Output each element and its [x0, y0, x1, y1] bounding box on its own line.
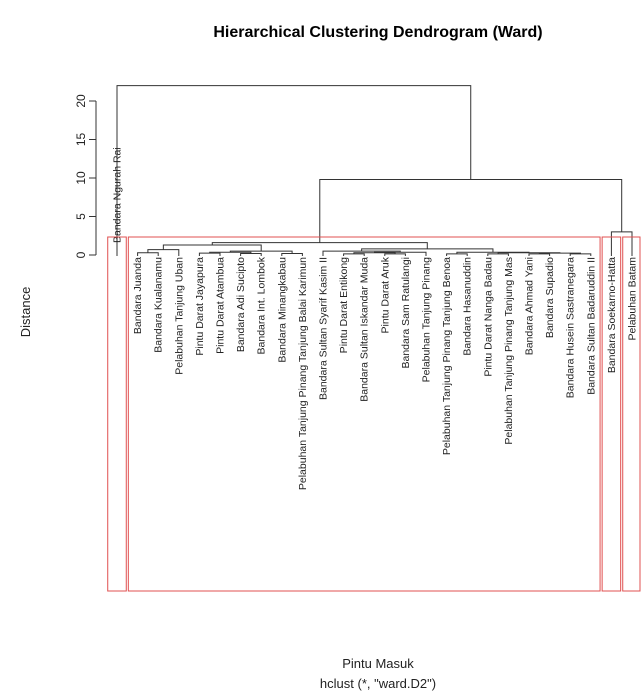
y-tick-label: 15 [74, 133, 88, 147]
y-axis: 0 5 10 15 20 [74, 94, 97, 258]
leaf-label: Pelabuhan Tanjung Pinang Tanjung Balai K… [297, 257, 309, 490]
dendrogram-link [361, 248, 494, 253]
dendrogram-link [569, 253, 592, 256]
leaf-label: Bandara Soekarno-Hatta [606, 257, 618, 373]
leaf-label: Bandara Husein Sastranegara [565, 257, 577, 398]
leaf-label: Bandara Sam Ratulangi [400, 257, 412, 369]
leaf-label: Pintu Darat Entikong [338, 257, 350, 353]
x-axis-label: Pintu Masuk [342, 656, 414, 671]
dendrogram-link [384, 253, 406, 256]
leaf-label: Bandara Sultan Iskandar Muda [359, 257, 371, 402]
y-tick-label: 0 [74, 251, 88, 258]
leaf-label: Pintu Darat Aruk [379, 256, 391, 333]
leaf-labels: Bandara Ngurah Rai Bandara Juanda Bandara … [112, 147, 639, 490]
leaf-label: Pintu Darat Jayapura [194, 257, 206, 356]
cluster-rect [107, 236, 127, 592]
dendrogram-link [610, 231, 633, 256]
leaf-label: Pelabuhan Tanjung Pinang [421, 257, 433, 382]
leaf-label: Pintu Darat Nanga Badau [482, 257, 494, 377]
dendrogram-link [240, 252, 262, 256]
leaf-label: Bandara Juanda [132, 257, 144, 334]
y-tick-label: 20 [74, 94, 88, 108]
dendrogram-link [137, 252, 159, 256]
leaf-label: Bandara Kualanamu [153, 257, 165, 353]
leaf-label: Bandara Int. Lombok [256, 256, 268, 354]
leaf-label: Bandara Sultan Badaruddin II [585, 257, 597, 395]
leaf-label: Bandara Sultan Syarif Kasim II [318, 257, 330, 400]
leaf-label: Bandara Supadio [544, 257, 556, 338]
leaf-label: Bandara Ngurah Rai [112, 147, 124, 243]
dendrogram-link [211, 242, 428, 249]
dendrogram-link [487, 253, 509, 256]
y-axis-label: Distance [18, 287, 33, 338]
leaf-label: Pelabuhan Tanjung Uban [173, 257, 185, 375]
leaf-label: Pelabuhan Tanjung Pinang Tanjung Benoa [441, 257, 453, 455]
dendrogram-link [446, 253, 468, 256]
cluster-rect [622, 236, 641, 592]
dendrogram-link [162, 244, 262, 252]
y-tick-label: 10 [74, 171, 88, 185]
leaf-label: Bandara Ahmad Yani [524, 257, 536, 355]
cluster-rect [127, 236, 601, 592]
dendrogram-link [198, 252, 221, 256]
leaf-label: Bandara Minangkabau [276, 257, 288, 363]
leaf-label: Pelabuhan Batam [627, 257, 639, 341]
leaf-label: Bandara Adi Sucipto [235, 257, 247, 352]
dendrogram-link [116, 85, 472, 256]
hclust-sublabel: hclust (*, "ward.D2") [320, 676, 436, 691]
dendrogram-link [281, 252, 303, 256]
leaf-label: Pintu Darat Atambua [215, 257, 227, 354]
cluster-rectangles [107, 236, 641, 592]
chart-title: Hierarchical Clustering Dendrogram (Ward… [213, 24, 542, 41]
cluster-rect [601, 236, 622, 592]
y-tick-label: 5 [74, 213, 88, 220]
leaf-label: Bandara Hasanuddin [462, 257, 474, 356]
dendrogram-link [319, 179, 623, 243]
dendrogram-link [343, 253, 365, 256]
dendrogram-link [528, 253, 551, 256]
leaf-label: Pelabuhan Tanjung Pinang Tanjung Mas [503, 257, 515, 445]
dendrogram-links [116, 85, 633, 256]
